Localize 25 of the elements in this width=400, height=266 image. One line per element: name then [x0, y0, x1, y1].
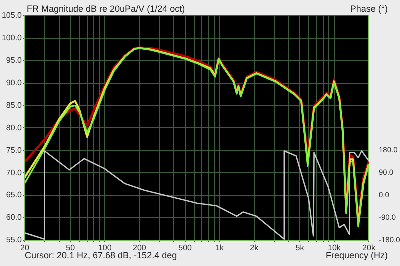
- y-tick-label: 75.0: [6, 146, 23, 155]
- x-tick-label: 100: [98, 243, 112, 252]
- y-tick-label: 105.0: [2, 11, 23, 20]
- x-tick-label: 2k: [250, 243, 260, 252]
- x-tick-label: 500: [178, 243, 193, 252]
- x-tick-label: 20: [20, 243, 30, 252]
- y-tick-label: 90.0: [6, 78, 23, 88]
- x-tick-label: 200: [132, 243, 147, 252]
- text: Cursor: 20.1 Hz, 67.68 dB, -152.4 deg: [25, 250, 178, 260]
- x-axis-title: Frequency (Hz): [326, 250, 388, 260]
- y-tick-label: 95.0: [6, 56, 23, 66]
- chart-title: FR Magnitude dB re 20uPa/V (1/24 oct): [27, 4, 186, 14]
- y-tick-label: 100.0: [2, 34, 23, 43]
- y-tick-label: 65.0: [6, 190, 23, 200]
- y-tick-label: 60.0: [6, 213, 23, 222]
- y-tick-label: 55.0: [6, 236, 23, 245]
- x-tick-label: 10k: [328, 243, 342, 252]
- x-tick-label: 50: [66, 243, 76, 252]
- x-tick-label: 20k: [362, 243, 376, 252]
- y-tick-label: 70.0: [6, 168, 23, 178]
- x-tick-label: 1k: [216, 243, 226, 252]
- y2-axis-title: Phase (°): [350, 4, 388, 14]
- y-tick-label: 85.0: [6, 100, 23, 110]
- y-tick-label: 80.0: [6, 123, 23, 132]
- x-tick-label: 5k: [296, 243, 306, 252]
